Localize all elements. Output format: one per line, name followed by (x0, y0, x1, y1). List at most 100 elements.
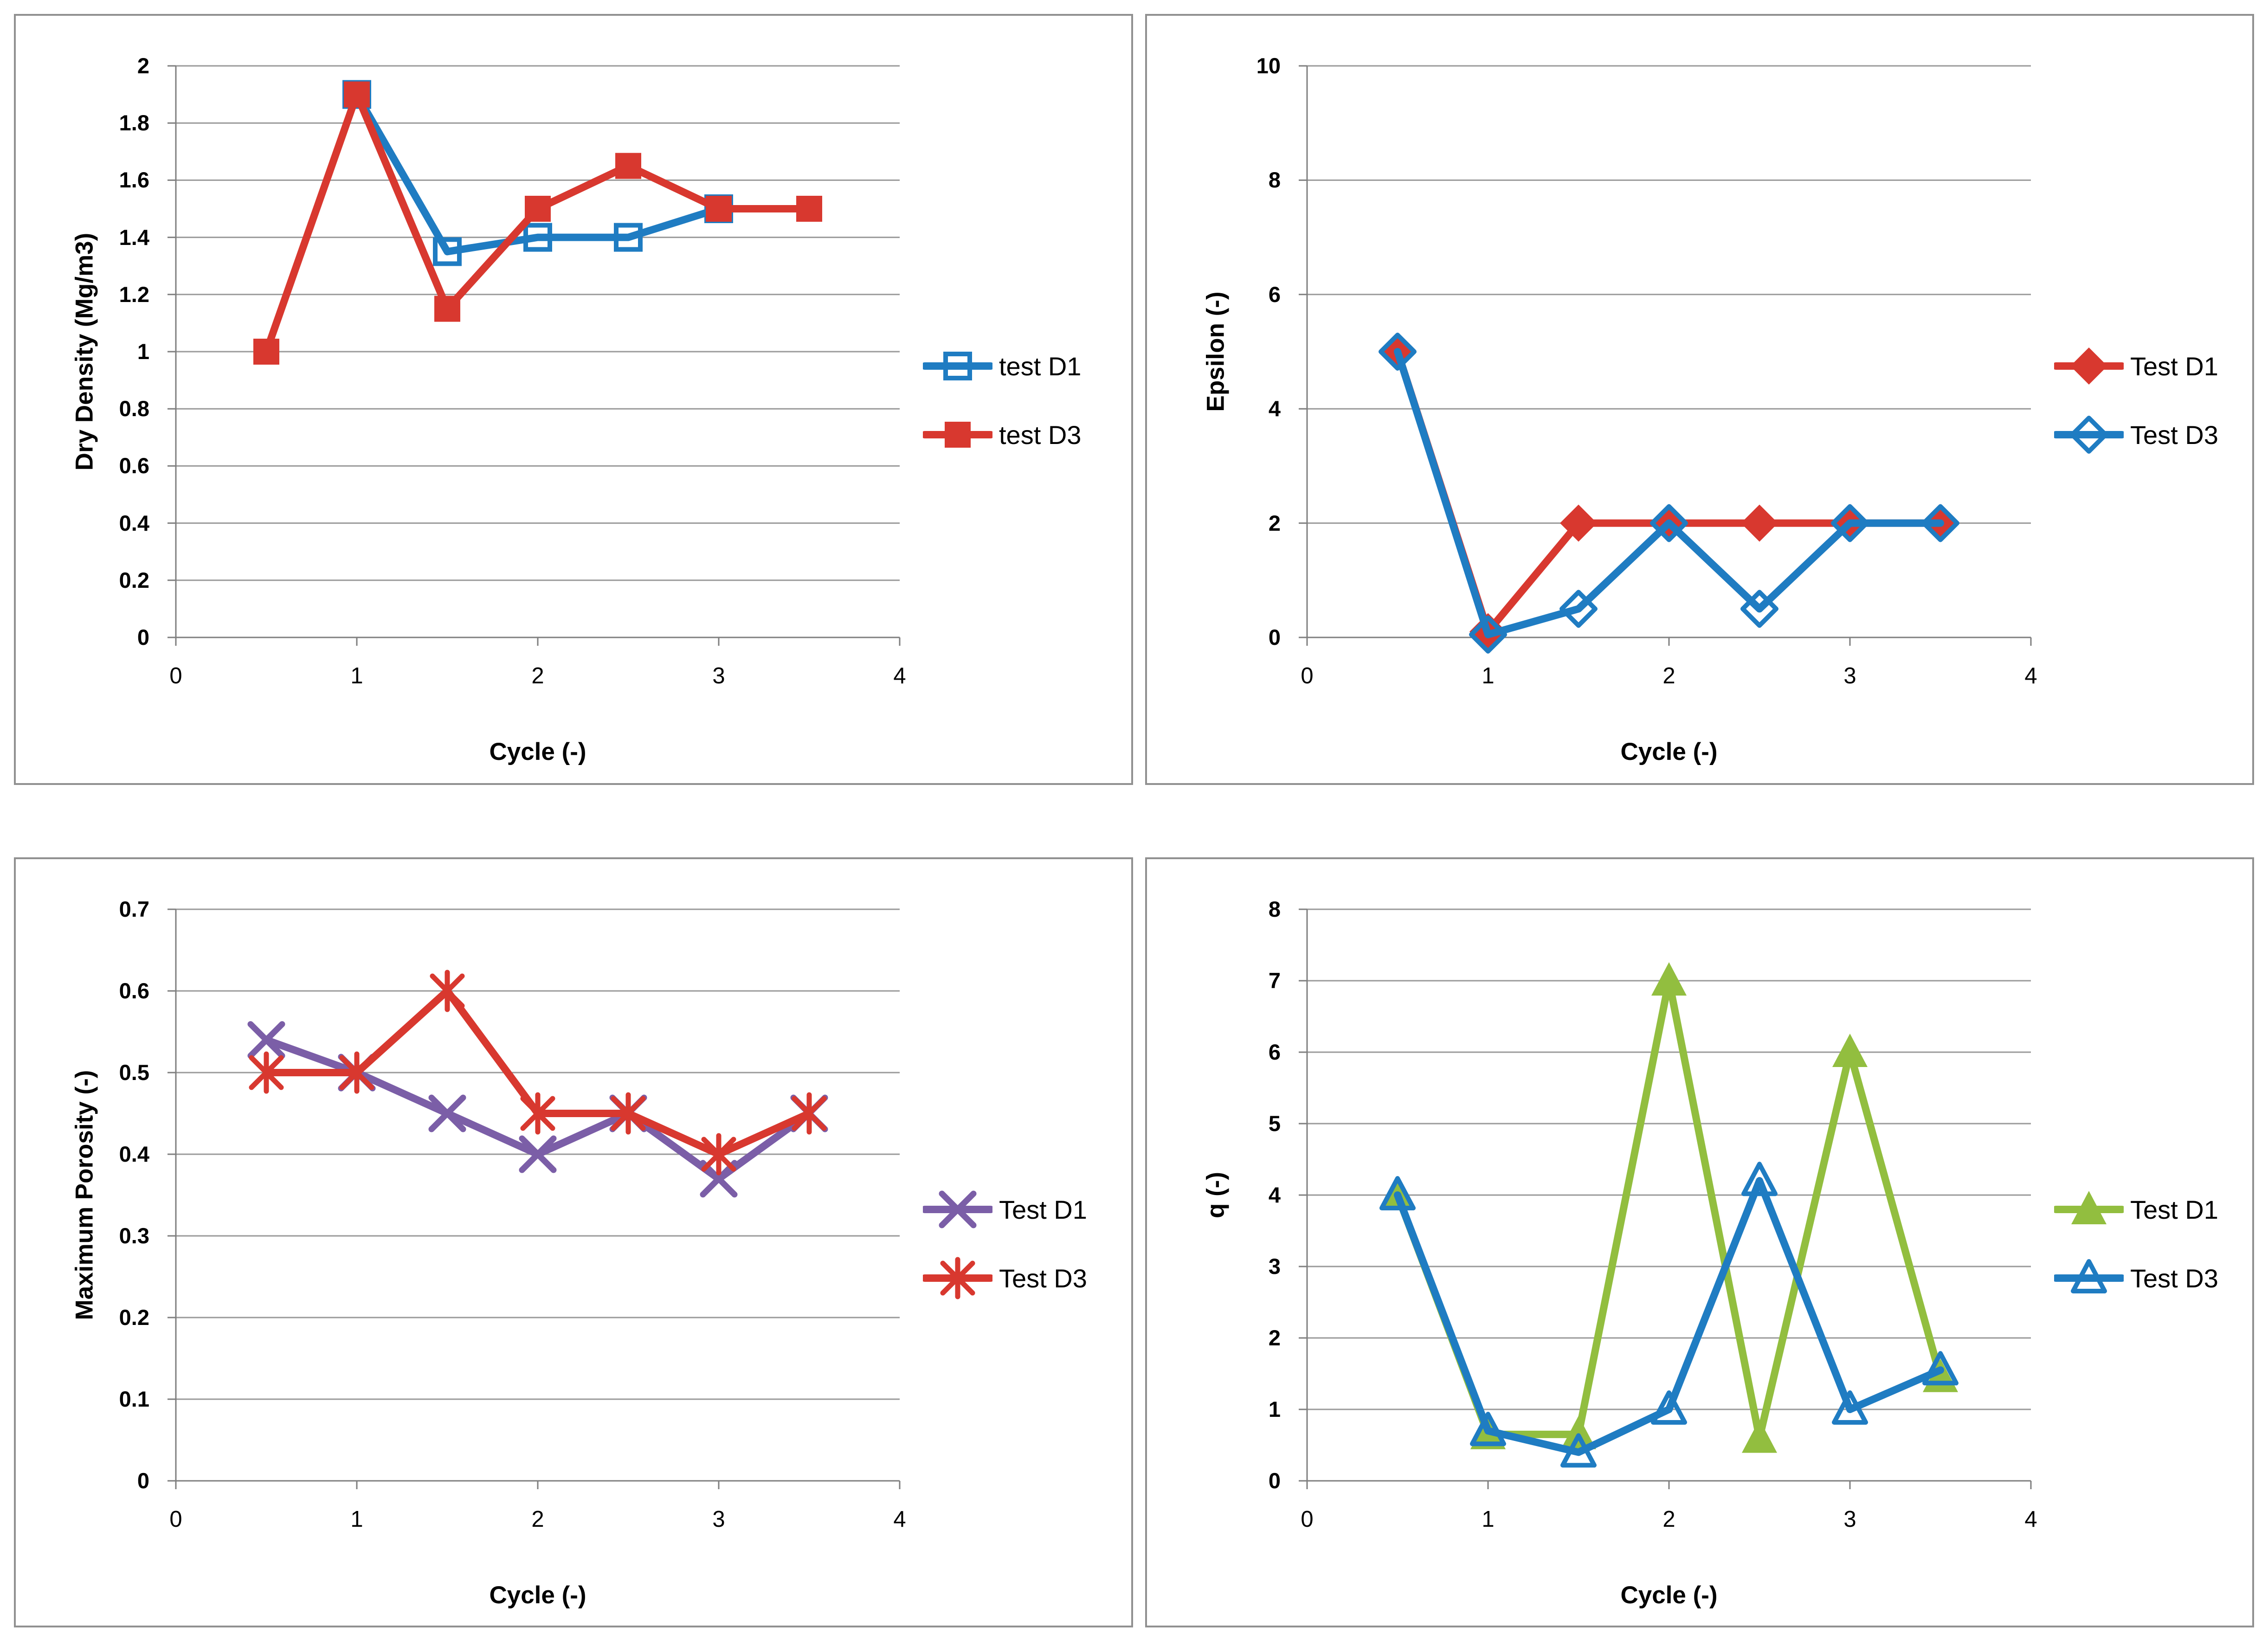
y-tick-label: 3 (1268, 1254, 1281, 1279)
legend-key-square-filled (923, 422, 992, 448)
y-tick-label: 2 (1268, 1325, 1281, 1350)
marker-square-filled (706, 196, 732, 222)
legend-label: test D1 (999, 351, 1082, 381)
y-tick-label: 0.1 (119, 1387, 149, 1411)
legend-entry-test-d1: Test D1 (2054, 338, 2218, 394)
marker-diamond-open (1831, 504, 1869, 542)
marker-triangle-open (1651, 1390, 1687, 1425)
series-line-test-d1 (1394, 977, 1944, 1442)
marker-triangle-open (1922, 1351, 1959, 1386)
y-tick-label: 0.3 (119, 1223, 149, 1248)
marker-asterisk (792, 1092, 827, 1135)
marker-triangle-filled (1651, 962, 1687, 996)
y-tick-label: 0 (1268, 1468, 1281, 1493)
y-tick-label: 4 (1268, 396, 1281, 421)
marker-x (247, 1021, 285, 1059)
marker-triangle-filled (1561, 1415, 1596, 1449)
y-tick-label: 0.5 (119, 1060, 149, 1085)
y-tick-label: 2 (137, 53, 149, 78)
marker-diamond-open (1559, 590, 1598, 628)
y-tick-label: 1.4 (119, 225, 149, 250)
x-tick-label: 3 (712, 663, 725, 688)
marker-x (939, 1190, 977, 1228)
dry-density-plot (168, 65, 901, 646)
marker-square-filled (253, 339, 279, 365)
marker-asterisk (520, 1092, 555, 1135)
marker-square-open (433, 237, 462, 266)
marker-square-filled (344, 81, 370, 108)
marker-asterisk (249, 1051, 284, 1094)
maximum-porosity-plot (168, 908, 901, 1489)
legend-entry-test-d3: Test D3 (2054, 407, 2218, 463)
marker-square-filled (796, 196, 822, 222)
y-tick-label: 0 (1268, 625, 1281, 649)
marker-x (428, 1094, 466, 1132)
marker-diamond-filled (1741, 504, 1778, 542)
x-tick-label: 0 (169, 1507, 182, 1532)
marker-diamond-open (1379, 333, 1417, 371)
y-tick-label: 0.2 (119, 1305, 149, 1330)
marker-square-open (943, 352, 972, 380)
marker-square-filled (615, 153, 641, 179)
marker-diamond-open (2070, 416, 2108, 454)
y-tick-label: 0.6 (119, 453, 149, 478)
marker-square-filled (525, 196, 551, 222)
x-tick-label: 0 (1301, 663, 1314, 688)
y-tick-label: 8 (1268, 897, 1281, 921)
chart-panel-dry-density: Dry Density (Mg/m3) Cycle (-) test D1 tes… (14, 14, 1133, 785)
legend-key-diamond-open (2054, 416, 2124, 454)
marker-x (519, 1135, 557, 1173)
y-tick-label: 1.8 (119, 110, 149, 135)
y-tick-label: 0.4 (119, 1142, 149, 1166)
x-tick-label: 3 (712, 1507, 725, 1532)
y-tick-label: 2 (1268, 510, 1281, 535)
x-tick-label: 0 (169, 663, 182, 688)
marker-asterisk (430, 970, 465, 1012)
legend: test D1 test D3 (923, 338, 1081, 463)
series-line-test-d1 (353, 90, 722, 256)
y-tick-label: 6 (1268, 282, 1281, 307)
x-tick-label: 1 (1482, 663, 1495, 688)
y-axis-title: Epsilon (-) (1202, 291, 1230, 412)
legend-key-x (923, 1190, 992, 1228)
marker-triangle-filled (2071, 1191, 2107, 1224)
legend-label: Test D3 (2130, 420, 2218, 450)
y-tick-label: 0 (137, 1468, 149, 1493)
x-tick-label: 2 (531, 1507, 544, 1532)
y-tick-label: 10 (1256, 53, 1281, 78)
y-tick-label: 1 (1268, 1397, 1281, 1421)
x-tick-label: 1 (350, 1507, 363, 1532)
legend-entry-test-d3: Test D3 (2054, 1250, 2218, 1306)
x-axis-title: Cycle (-) (489, 1582, 586, 1609)
marker-asterisk (611, 1092, 646, 1135)
marker-triangle-open (1741, 1162, 1778, 1196)
epsilon-plot (1299, 65, 2032, 654)
legend-key-asterisk (923, 1257, 992, 1299)
marker-square-open (523, 223, 552, 252)
marker-triangle-filled (1832, 1034, 1868, 1067)
legend-key-triangle-open (2054, 1259, 2124, 1293)
q-plot (1299, 908, 2032, 1489)
legend-key-diamond-filled (2054, 347, 2124, 385)
marker-diamond-open (1469, 615, 1507, 654)
legend-key-triangle-filled (2054, 1191, 2124, 1224)
marker-triangle-open (2071, 1259, 2107, 1293)
x-tick-label: 4 (2024, 1507, 2037, 1532)
legend-label: Test D3 (999, 1263, 1087, 1293)
marker-triangle-open (1470, 1412, 1506, 1447)
chart-panel-maximum-porosity: Maximum Porosity (-) Cycle (-) Test D1 Te… (14, 857, 1133, 1627)
series-line-test-d3 (1394, 1177, 1944, 1456)
marker-square-filled (434, 296, 460, 322)
marker-triangle-open (1832, 1390, 1868, 1425)
x-tick-label: 4 (893, 663, 906, 688)
legend-label: Test D3 (2130, 1263, 2218, 1293)
marker-triangle-open (1560, 1433, 1597, 1468)
y-axis-title: Maximum Porosity (-) (71, 1070, 98, 1320)
legend-entry-test-d1: Test D1 (923, 1182, 1087, 1237)
legend-label: Test D1 (2130, 1195, 2218, 1224)
legend-entry-test-d3: Test D3 (923, 1250, 1087, 1306)
y-tick-label: 4 (1268, 1183, 1281, 1207)
marker-diamond-open (1650, 504, 1688, 542)
